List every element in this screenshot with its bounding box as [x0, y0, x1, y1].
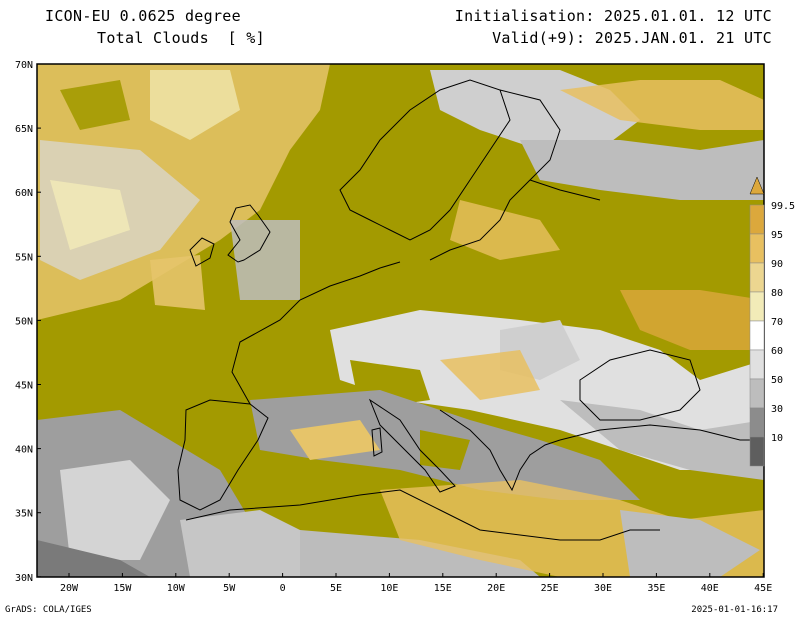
lat-label: 45N	[15, 381, 33, 392]
model-title: ICON-EU 0.0625 degree	[45, 7, 241, 25]
colorbar: 99.5 95 90 80 70 60 50 30 10	[749, 176, 795, 467]
lon-label: 20W	[60, 583, 79, 594]
valid-time: Valid(+9): 2025.JAN.01. 21 UTC	[492, 29, 772, 47]
colorbar-label: 99.5	[771, 201, 795, 212]
lon-label: 5W	[223, 583, 236, 594]
colorbar-label: 70	[771, 317, 783, 328]
lon-label: 40E	[701, 583, 719, 594]
lon-label: 10E	[380, 583, 398, 594]
lat-label: 65N	[15, 124, 33, 135]
lon-label: 45E	[754, 583, 772, 594]
colorbar-swatch	[749, 349, 765, 380]
colorbar-label: 30	[771, 404, 783, 415]
footer-timestamp: 2025-01-01-16:17	[691, 605, 778, 615]
colorbar-label: 10	[771, 433, 783, 444]
colorbar-swatch	[749, 233, 765, 264]
lon-label: 10W	[167, 583, 186, 594]
footer-credit: GrADS: COLA/IGES	[5, 605, 92, 615]
colorbar-label: 60	[771, 346, 783, 357]
lat-label: 30N	[15, 573, 33, 584]
field-title: Total Clouds [ %]	[97, 29, 265, 47]
lat-label: 50N	[15, 316, 33, 327]
lon-label: 30E	[594, 583, 612, 594]
lat-axis: 70N 65N 60N 55N 50N 45N 40N 35N 30N	[15, 60, 41, 584]
lon-label: 15E	[434, 583, 452, 594]
colorbar-swatch	[749, 436, 765, 467]
lon-axis: 20W 15W 10W 5W 0 5E 10E 15E 20E 25E 30E 35E 40E 45E	[60, 573, 772, 594]
lat-label: 35N	[15, 509, 33, 520]
lon-label: 15W	[113, 583, 132, 594]
lon-label: 0	[280, 583, 286, 594]
colorbar-swatch	[749, 262, 765, 293]
colorbar-swatch	[749, 320, 765, 351]
lon-label: 35E	[647, 583, 665, 594]
coastlines	[177, 79, 764, 541]
colorbar-swatch	[749, 291, 765, 322]
colorbar-label: 90	[771, 259, 783, 270]
lon-label: 25E	[541, 583, 559, 594]
colorbar-arrow	[749, 176, 765, 195]
cloud-field	[37, 64, 764, 577]
lon-label: 20E	[487, 583, 505, 594]
colorbar-swatch	[749, 407, 765, 438]
colorbar-swatch	[749, 204, 765, 235]
colorbar-label: 95	[771, 230, 783, 241]
colorbar-swatch	[749, 378, 765, 409]
init-time: Initialisation: 2025.01.01. 12 UTC	[454, 7, 772, 25]
colorbar-label: 50	[771, 375, 783, 386]
colorbar-label: 80	[771, 288, 783, 299]
lat-label: 55N	[15, 252, 33, 263]
lon-label: 5E	[330, 583, 342, 594]
lat-label: 70N	[15, 60, 33, 71]
lat-label: 40N	[15, 445, 33, 456]
lat-label: 60N	[15, 188, 33, 199]
